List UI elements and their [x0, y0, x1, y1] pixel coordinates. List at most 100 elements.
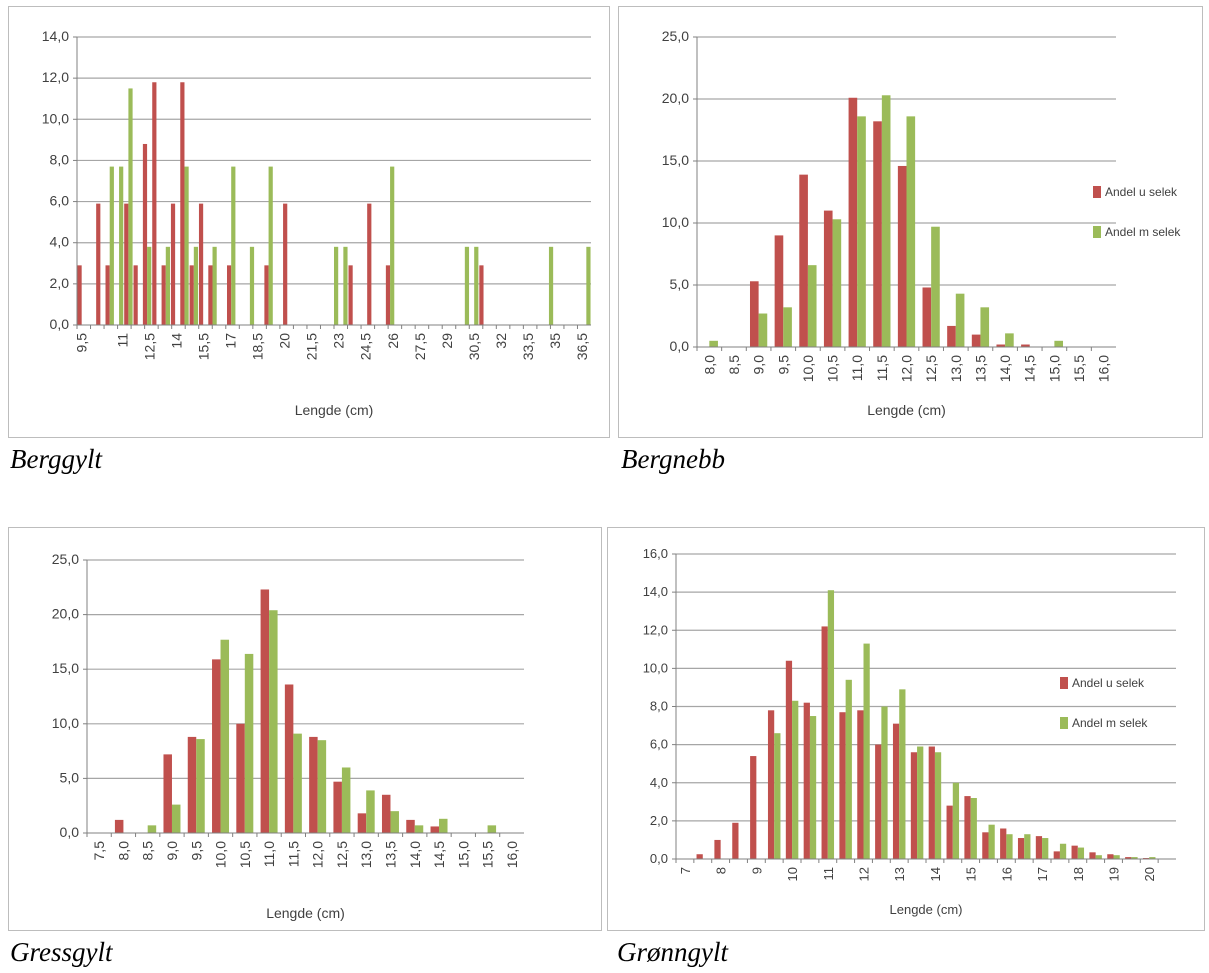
x-tick-label: 10,5	[825, 355, 841, 382]
bar	[479, 265, 484, 325]
x-tick-label: 12,5	[923, 355, 939, 382]
x-tick-label: 23	[331, 333, 347, 349]
bar	[857, 710, 864, 859]
caption-gressgylt: Gressgylt	[10, 937, 113, 967]
x-tick-label: 35	[547, 333, 563, 349]
bar	[430, 826, 440, 833]
y-tick-label: 25,0	[662, 28, 689, 44]
chart-panel-gronngylt: 0,0 2,0 4,0 6,0 8,0 10,0 12,0 14,0 16,0 7 8 9 10 11 12…	[607, 527, 1205, 931]
x-tick-label: 33,5	[520, 333, 536, 360]
bar	[839, 712, 846, 859]
bar	[832, 219, 842, 347]
bar	[783, 307, 792, 347]
bar	[881, 95, 891, 347]
bar	[1089, 852, 1096, 859]
x-tick-label: 17	[1035, 867, 1050, 881]
x-tick-label: 16	[999, 867, 1014, 881]
bar	[807, 265, 817, 347]
y-tick-label: 25,0	[52, 551, 79, 567]
bar	[827, 590, 835, 859]
y-tick-label: 20,0	[662, 90, 689, 106]
bar	[264, 265, 269, 325]
x-tick-label: 29	[439, 333, 455, 349]
legend-swatch	[1060, 677, 1068, 689]
x-tick-label: 11,0	[261, 841, 277, 867]
x-tick-label: 8,0	[115, 841, 131, 861]
x-tick-label: 13,5	[382, 841, 398, 868]
x-tick-label: 7,5	[91, 841, 107, 861]
y-tick-label: 5,0	[670, 276, 690, 292]
x-tick-label: 9,0	[164, 841, 180, 861]
x-tick-label: 10,0	[800, 355, 816, 382]
x-tick-label: 13	[892, 867, 907, 881]
x-tick-label: 10,0	[213, 841, 229, 868]
x-tick-label: 14,5	[1022, 355, 1038, 382]
x-axis-title: Lengde (cm)	[890, 902, 963, 917]
bar	[390, 811, 399, 833]
bar	[439, 818, 448, 833]
x-tick-label: 8	[714, 867, 729, 874]
x-tick-label: 14	[168, 333, 184, 349]
bar	[934, 752, 942, 859]
y-tick-label: 6,0	[650, 737, 668, 752]
chart-svg-bergnebb: 0,0 5,0 10,0 15,0 20,0 25,0 8,0 8,5 9,0 9,5 10,0 10…	[662, 28, 1182, 418]
chart-svg-gressgylt: 0,0 5,0 10,0 15,0 20,0 25,0 7,5 8,0 8,5 9,0 9,5 10,…	[52, 551, 524, 921]
y-tick-label: 0,0	[670, 338, 690, 354]
bar	[774, 733, 781, 859]
caption-gronngylt: Grønngylt	[617, 937, 728, 967]
x-tick-label: 15,5	[480, 841, 496, 868]
bar	[236, 723, 245, 833]
bar	[284, 684, 294, 833]
bar	[996, 344, 1006, 347]
bar	[823, 210, 833, 347]
bar	[170, 203, 176, 325]
bar	[799, 174, 808, 347]
x-tick-label: 12,0	[310, 841, 326, 868]
x-tick-label: 30,5	[466, 333, 482, 360]
x-tick-label: 36,5	[574, 333, 590, 360]
bar	[875, 744, 882, 859]
bar	[910, 752, 918, 859]
bar	[857, 116, 866, 347]
x-tick-label: 14,0	[997, 355, 1013, 382]
x-tick-label: 9,0	[751, 355, 767, 375]
bar	[1042, 838, 1049, 859]
bar	[906, 116, 916, 347]
bar	[1035, 836, 1043, 859]
bar	[732, 822, 739, 859]
x-tick-label: 13,0	[948, 355, 964, 382]
bar	[406, 819, 415, 833]
bar	[198, 203, 204, 325]
legend-swatch	[1093, 186, 1101, 198]
x-tick-label: 17	[222, 333, 238, 349]
x-tick-label: 8,5	[726, 355, 742, 375]
y-tick-label: 12,0	[643, 622, 668, 637]
caption-bergnebb: Bergnebb	[621, 444, 725, 474]
x-axis-title: Lengde (cm)	[266, 905, 345, 921]
x-tick-label: 19	[1107, 867, 1122, 881]
y-tick-label: 16,0	[643, 546, 668, 561]
bar	[848, 97, 858, 347]
y-tick-label: 10,0	[42, 110, 69, 126]
bar	[970, 798, 977, 859]
bar	[367, 203, 372, 325]
bar	[863, 643, 870, 859]
x-tick-label: 11	[821, 867, 836, 881]
bar	[124, 203, 129, 325]
bar	[1021, 344, 1030, 347]
bar	[952, 782, 960, 859]
y-tick-label: 14,0	[42, 28, 69, 44]
bar	[487, 825, 497, 833]
bar	[114, 819, 124, 833]
caption-berggylt: Berggylt	[10, 444, 102, 474]
bar	[208, 265, 213, 325]
x-tick-label: 12,5	[141, 333, 157, 360]
y-tick-label: 2,0	[650, 813, 668, 828]
x-tick-label: 12,5	[334, 841, 350, 868]
y-tick-label: 10,0	[52, 715, 79, 731]
bar	[1053, 851, 1060, 859]
y-tick-label: 2,0	[50, 275, 70, 291]
x-axis-title: Lengde (cm)	[867, 402, 946, 418]
y-tick-label: 15,0	[662, 152, 689, 168]
bar	[803, 702, 810, 859]
